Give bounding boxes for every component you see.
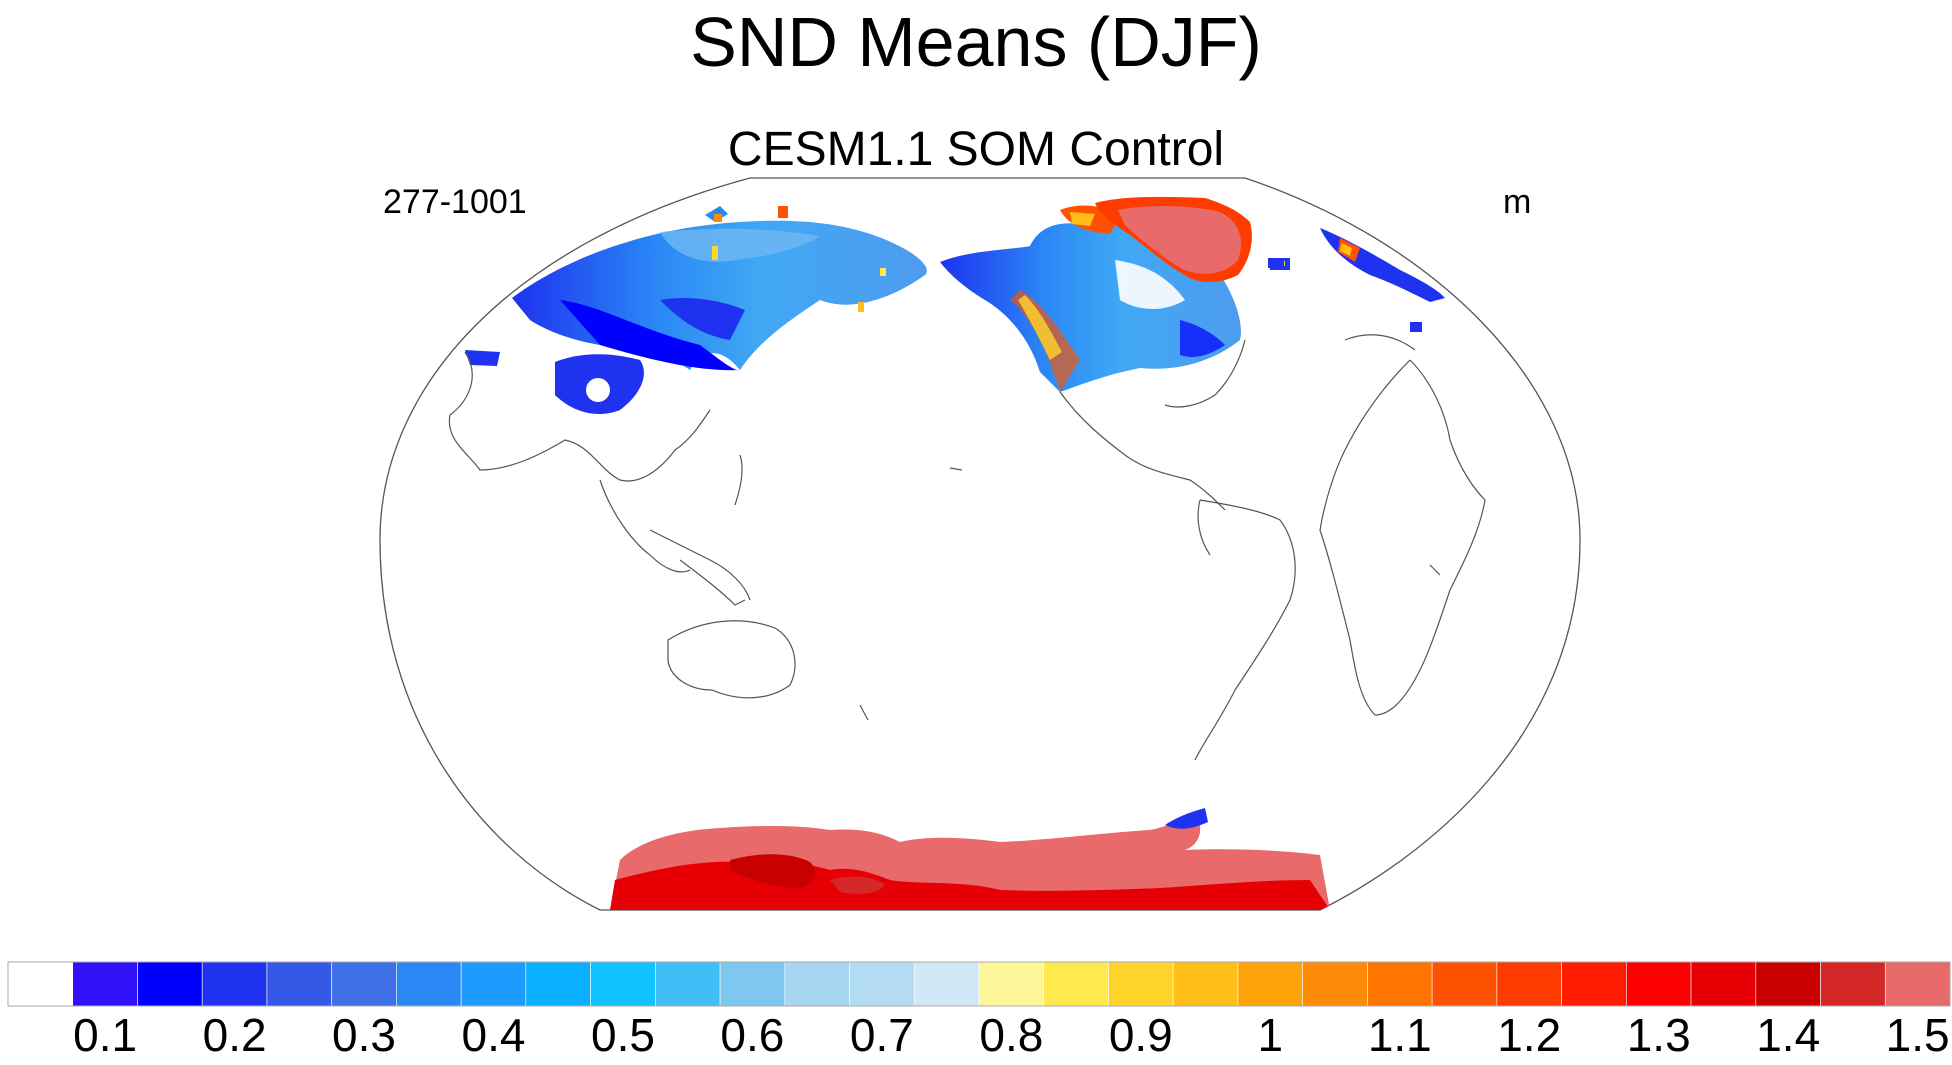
colorbar-cell [719,961,786,1007]
colorbar-cell [1237,961,1303,1007]
colorbar-cell [1302,961,1368,1007]
colorbar-cell [1561,961,1627,1007]
colorbar-cell [784,961,850,1007]
units-label: m [1503,183,1532,221]
colorbar-cell [266,961,332,1007]
colorbar-cell [331,961,397,1007]
coastlines [448,334,1486,761]
colorbar-cell [460,961,527,1007]
colorbar-tick-label: 0.5 [591,1009,655,1061]
colorbar-cell [1108,961,1174,1007]
colorbar-cell [978,961,1045,1007]
colorbar-tick-label: 0.4 [461,1009,526,1061]
world-map [379,177,1581,911]
colorbar-cell [913,961,980,1007]
colorbar-cell [1496,961,1562,1007]
colorbar-tick-label: 1.1 [1367,1009,1432,1061]
colorbar-cell [1172,961,1239,1007]
colorbar-tick-label: 0.1 [73,1009,138,1061]
colorbar-tick-label: 0.7 [849,1009,914,1061]
colorbar-tick-label: 1.5 [1885,1009,1950,1061]
colorbar-tick-label: 1.4 [1756,1009,1821,1061]
colorbar-cell [137,961,203,1007]
colorbar-cell [1755,961,1821,1007]
eurasia-snow-field [465,206,927,415]
colorbar-cell [1431,961,1498,1007]
colorbar-cell [1884,961,1951,1007]
colorbar-tick-label: 1 [1257,1009,1284,1061]
antarctica-snow-field [610,808,1330,910]
colorbar-tick-label: 1.2 [1497,1009,1562,1061]
colorbar-cell [72,961,138,1007]
colorbar-cell [396,961,462,1007]
europe-snow-field [1268,228,1445,332]
colorbar-tick-label: 0.2 [202,1009,267,1061]
map-title: SND Means (DJF) [690,3,1262,81]
colorbar-cell [1367,961,1433,1007]
colorbar-cell [590,961,656,1007]
colorbar [7,961,1951,1007]
colorbar-cell [201,961,268,1007]
colorbar-cell [1690,961,1757,1007]
year-range-label: 277-1001 [383,183,527,221]
colorbar-cell [655,961,721,1007]
colorbar-tick-label: 0.8 [979,1009,1044,1061]
colorbar-cell [1043,961,1109,1007]
colorbar-cell [525,961,591,1007]
colorbar-cell [849,961,915,1007]
colorbar-cell [7,961,74,1007]
colorbar-tick-label: 1.3 [1626,1009,1691,1061]
colorbar-tick-label: 0.6 [720,1009,785,1061]
colorbar-cell [1820,961,1886,1007]
colorbar-tick-label: 0.3 [332,1009,396,1061]
colorbar-border [7,961,1951,1007]
map-subtitle: CESM1.1 SOM Control [727,123,1225,176]
greenland-snow-field [1095,196,1252,282]
colorbar-cell [1626,961,1692,1007]
colorbar-tick-label: 0.9 [1108,1009,1173,1061]
